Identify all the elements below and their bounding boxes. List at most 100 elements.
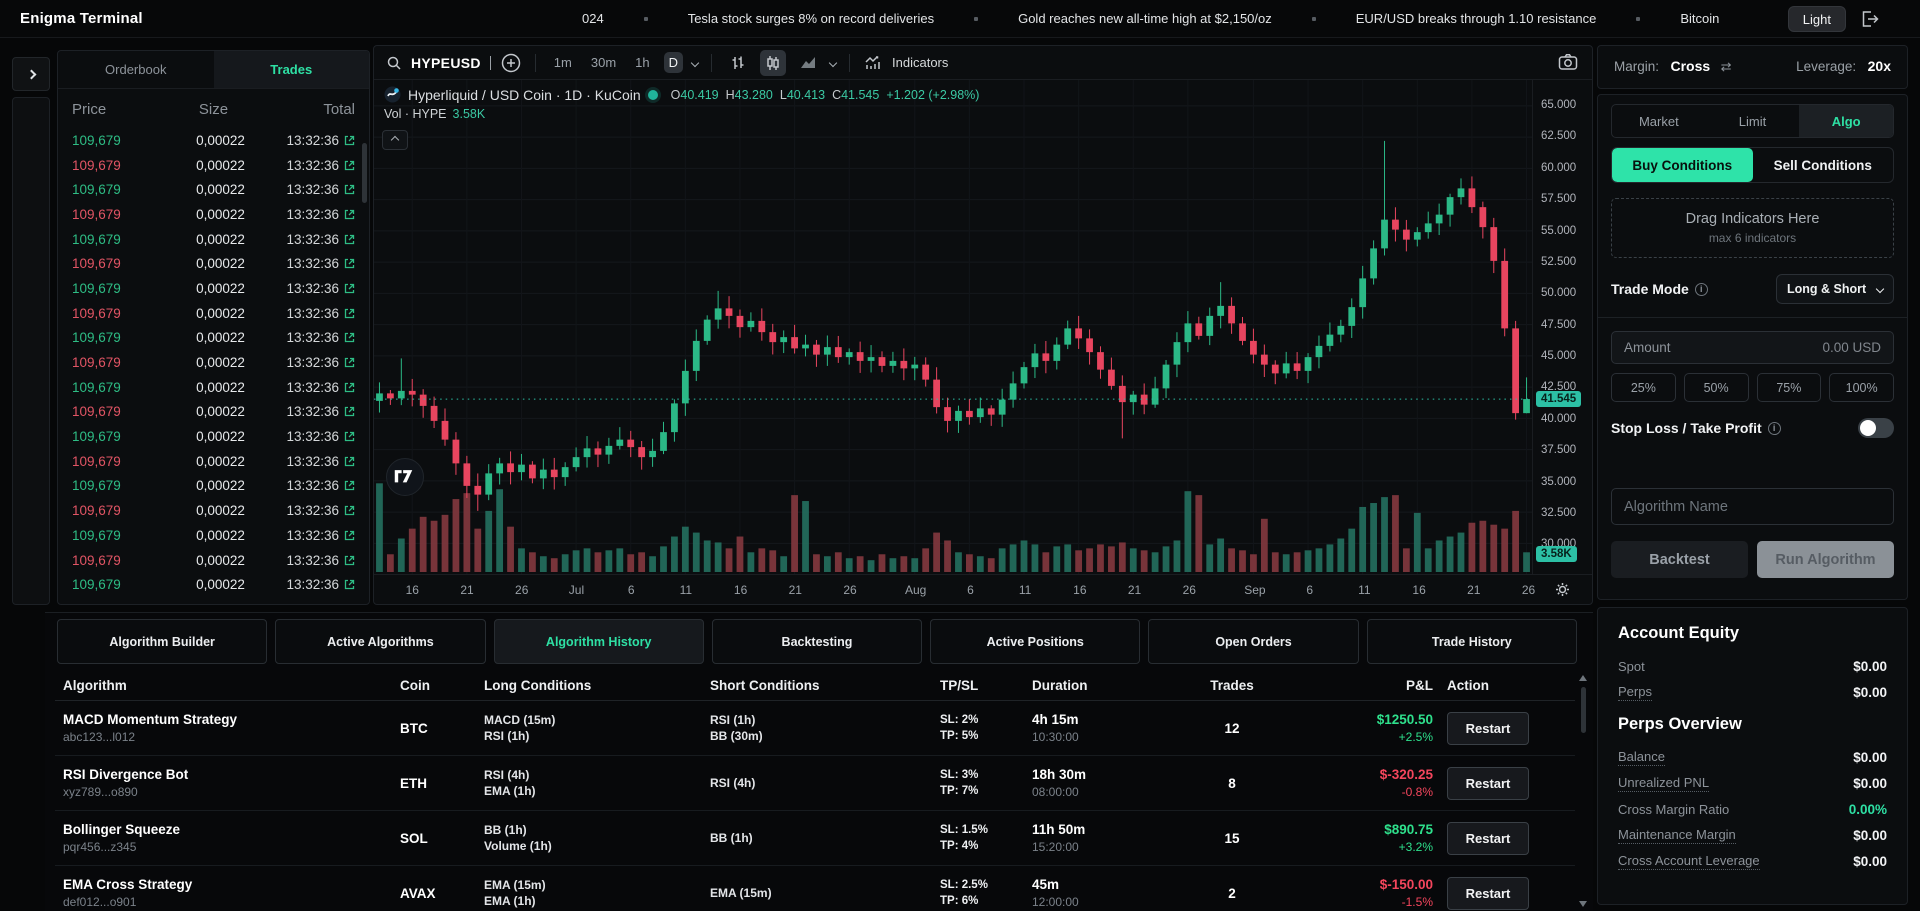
algorithm-name-input[interactable]	[1611, 488, 1894, 525]
external-link-icon[interactable]	[344, 579, 355, 590]
area-style-icon[interactable]	[795, 50, 821, 76]
external-link-icon[interactable]	[344, 258, 355, 269]
trades-scrollbar[interactable]	[362, 143, 367, 203]
account-row-label[interactable]: Perps	[1618, 684, 1652, 701]
account-row-label[interactable]: Unrealized PNL	[1618, 775, 1709, 792]
restart-button[interactable]: Restart	[1447, 767, 1529, 800]
logout-icon[interactable]	[1858, 8, 1880, 30]
screenshot-camera-icon[interactable]	[1558, 53, 1578, 76]
bottom-tab-algorithm-builder[interactable]: Algorithm Builder	[57, 619, 267, 664]
chart-plot-area[interactable]: Hyperliquid / USD Coin · 1D · KuCoin O40…	[374, 80, 1532, 574]
bottom-tab-active-algorithms[interactable]: Active Algorithms	[275, 619, 485, 664]
external-link-icon[interactable]	[344, 382, 355, 393]
news-ticker: 024Tesla stock surges 8% on record deliv…	[582, 0, 1720, 38]
bottom-tab-backtesting[interactable]: Backtesting	[712, 619, 922, 664]
scroll-up-icon[interactable]	[1579, 675, 1587, 681]
tab-limit[interactable]: Limit	[1706, 105, 1800, 137]
account-row-label[interactable]: Maintenance Margin	[1618, 827, 1736, 844]
indicators-icon[interactable]	[863, 54, 883, 72]
external-link-icon[interactable]	[344, 135, 355, 146]
external-link-icon[interactable]	[344, 184, 355, 195]
info-icon[interactable]: i	[1695, 283, 1708, 296]
restart-button[interactable]: Restart	[1447, 712, 1529, 745]
scroll-thumb[interactable]	[1581, 687, 1586, 733]
external-link-icon[interactable]	[344, 283, 355, 294]
percent-75-button[interactable]: 75%	[1757, 373, 1822, 402]
bottom-tab-active-positions[interactable]: Active Positions	[930, 619, 1140, 664]
external-link-icon[interactable]	[344, 456, 355, 467]
trade-row: 109,6790,0002213:32:36	[58, 449, 369, 474]
trade-mode-select[interactable]: Long & Short	[1776, 274, 1894, 304]
external-link-icon[interactable]	[344, 234, 355, 245]
collapse-legend-button[interactable]	[382, 130, 408, 150]
time-axis[interactable]: 162126Jul611162126Aug611162126Sep6111621…	[374, 574, 1592, 604]
amount-field[interactable]: Amount 0.00 USD	[1611, 331, 1894, 364]
swap-margin-icon[interactable]: ⇄	[1721, 59, 1732, 74]
tab-market[interactable]: Market	[1612, 105, 1706, 137]
timeframe-1m[interactable]: 1m	[549, 52, 577, 73]
tab-algo[interactable]: Algo	[1799, 105, 1893, 137]
leverage-value[interactable]: 20x	[1868, 58, 1891, 74]
external-link-icon[interactable]	[344, 209, 355, 220]
account-row-value: $0.00	[1853, 776, 1887, 791]
search-icon[interactable]	[386, 55, 402, 71]
external-link-icon[interactable]	[344, 480, 355, 491]
table-scrollbar[interactable]	[1579, 675, 1588, 907]
trade-time: 13:32:36	[259, 380, 355, 395]
external-link-icon[interactable]	[344, 406, 355, 417]
bottom-tab-trade-history[interactable]: Trade History	[1367, 619, 1577, 664]
external-link-icon[interactable]	[344, 357, 355, 368]
indicators-button[interactable]: Indicators	[892, 55, 948, 70]
symbol-input[interactable]: HYPEUSD	[411, 55, 481, 71]
bottom-tab-algorithm-history[interactable]: Algorithm History	[494, 619, 704, 664]
theme-toggle-button[interactable]: Light	[1788, 6, 1846, 32]
trade-time: 13:32:36	[259, 528, 355, 543]
timeframe-30m[interactable]: 30m	[586, 52, 621, 73]
external-link-icon[interactable]	[344, 530, 355, 541]
info-icon[interactable]: i	[1768, 422, 1781, 435]
buy-conditions-button[interactable]: Buy Conditions	[1612, 148, 1753, 182]
drag-indicators-dropzone[interactable]: Drag Indicators Here max 6 indicators	[1611, 198, 1894, 258]
bottom-tab-open-orders[interactable]: Open Orders	[1148, 619, 1358, 664]
candles-style-icon[interactable]	[760, 50, 786, 76]
expand-sidebar-button[interactable]	[12, 57, 50, 91]
table-column-header: Long Conditions	[484, 678, 710, 693]
tab-trades[interactable]: Trades	[214, 51, 370, 88]
external-link-icon[interactable]	[344, 160, 355, 171]
percent-50-button[interactable]: 50%	[1684, 373, 1749, 402]
price-axis[interactable]: 65.00062.50060.00057.50055.00052.50050.0…	[1532, 80, 1592, 574]
sltp-toggle[interactable]	[1858, 418, 1894, 438]
external-link-icon[interactable]	[344, 308, 355, 319]
external-link-icon[interactable]	[344, 555, 355, 566]
margin-value[interactable]: Cross	[1670, 58, 1710, 74]
percent-100-button[interactable]: 100%	[1829, 373, 1894, 402]
chart-settings-gear-icon[interactable]	[1555, 582, 1570, 602]
table-row: EMA Cross Strategydef012...o901AVAXEMA (…	[55, 866, 1575, 911]
restart-button[interactable]: Restart	[1447, 822, 1529, 855]
run-algorithm-button[interactable]: Run Algorithm	[1757, 541, 1894, 578]
table-column-header: Coin	[400, 678, 484, 693]
tab-orderbook[interactable]: Orderbook	[58, 51, 214, 88]
external-link-icon[interactable]	[344, 431, 355, 442]
timeframe-1d[interactable]: D	[664, 52, 683, 73]
style-dropdown-icon[interactable]	[829, 58, 837, 66]
account-row-label[interactable]: Balance	[1618, 749, 1665, 766]
bars-style-icon[interactable]	[725, 50, 751, 76]
top-bar: Enigma Terminal 024Tesla stock surges 8%…	[0, 0, 1920, 38]
external-link-icon[interactable]	[344, 332, 355, 343]
account-row-label[interactable]: Cross Account Leverage	[1618, 853, 1760, 870]
scroll-down-icon[interactable]	[1579, 901, 1587, 907]
account-row: Cross Margin Ratio0.00%	[1618, 796, 1887, 822]
external-link-icon[interactable]	[344, 505, 355, 516]
restart-button[interactable]: Restart	[1447, 877, 1529, 910]
time-axis-label: 26	[1522, 583, 1535, 597]
timeframe-dropdown-icon[interactable]	[691, 58, 699, 66]
backtest-button[interactable]: Backtest	[1611, 541, 1748, 578]
tradingview-logo[interactable]	[386, 458, 424, 496]
percent-25-button[interactable]: 25%	[1611, 373, 1676, 402]
add-symbol-icon[interactable]	[500, 52, 522, 74]
sell-conditions-button[interactable]: Sell Conditions	[1753, 148, 1894, 182]
text-caret	[490, 56, 491, 70]
trades-count-cell: 15	[1172, 831, 1292, 846]
timeframe-1h[interactable]: 1h	[630, 52, 654, 73]
